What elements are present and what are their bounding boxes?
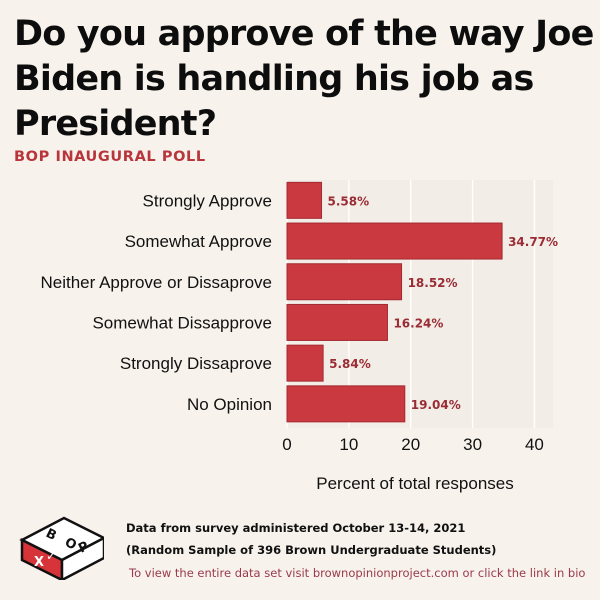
bar-0 — [286, 181, 323, 219]
x-tick-label-0: 0 — [282, 435, 291, 454]
bar-3 — [286, 303, 388, 341]
category-label-2: Neither Approve or Dissaprove — [40, 273, 272, 292]
category-label-0: Strongly Approve — [143, 191, 272, 210]
chart-subtitle: BOP INAUGURAL POLL — [14, 149, 206, 165]
bar-4 — [286, 344, 324, 382]
bar-chart: Strongly Approve 5.58% Somewhat Approve 34.… — [40, 180, 558, 493]
value-label-5: 19.04% — [411, 398, 461, 412]
logo-right-face — [60, 536, 104, 580]
value-label-3: 16.24% — [393, 316, 443, 330]
bar-5 — [286, 385, 406, 423]
bar-2 — [286, 263, 403, 301]
category-label-1: Somewhat Approve — [125, 232, 272, 251]
chart-title: Do you approve of the way Joe Biden is h… — [14, 14, 594, 144]
category-label-4: Strongly Dissaprove — [120, 354, 272, 373]
logo-left-face — [20, 537, 64, 580]
x-axis-label: Percent of total responses — [316, 474, 514, 493]
x-tick-label-2: 20 — [401, 435, 420, 454]
category-label-5: No Opinion — [187, 395, 272, 414]
bop-logo: B O P X ✓ — [19, 516, 104, 580]
footer-survey-date: Data from survey administered October 13… — [126, 521, 466, 535]
logo-letter-x: X — [34, 555, 44, 570]
value-label-0: 5.58% — [328, 194, 370, 208]
value-label-1: 34.77% — [508, 235, 558, 249]
x-tick-label-1: 10 — [339, 435, 358, 454]
x-tick-label-4: 40 — [525, 435, 544, 454]
category-label-3: Somewhat Dissapprove — [92, 313, 272, 332]
value-label-4: 5.84% — [329, 357, 371, 371]
logo-check: ✓ — [46, 549, 56, 563]
footer-sample-note: (Random Sample of 396 Brown Undergraduat… — [126, 543, 497, 557]
x-tick-label-3: 30 — [463, 435, 482, 454]
value-label-2: 18.52% — [408, 276, 458, 290]
footer-link-text[interactable]: To view the entire data set visit browno… — [129, 566, 586, 580]
bar-1 — [286, 222, 503, 260]
